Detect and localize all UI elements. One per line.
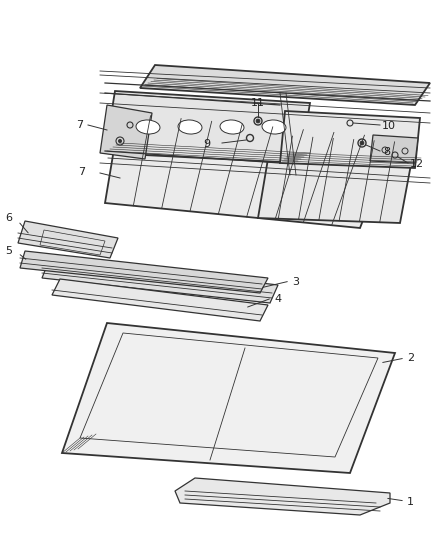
Ellipse shape xyxy=(381,142,399,152)
Ellipse shape xyxy=(262,120,286,134)
Text: 2: 2 xyxy=(407,353,414,363)
Polygon shape xyxy=(52,279,268,321)
Circle shape xyxy=(360,141,364,145)
Polygon shape xyxy=(18,221,118,258)
Ellipse shape xyxy=(134,124,156,136)
Polygon shape xyxy=(42,258,278,303)
Polygon shape xyxy=(62,323,395,473)
Polygon shape xyxy=(258,135,415,223)
Text: 7: 7 xyxy=(76,120,83,130)
Text: 7: 7 xyxy=(78,167,85,177)
Circle shape xyxy=(118,139,122,143)
Text: 3: 3 xyxy=(292,277,299,287)
Polygon shape xyxy=(105,113,395,228)
Polygon shape xyxy=(280,111,420,168)
Polygon shape xyxy=(20,251,268,293)
Text: 9: 9 xyxy=(203,139,210,149)
Ellipse shape xyxy=(224,130,246,142)
Ellipse shape xyxy=(220,120,244,134)
Ellipse shape xyxy=(179,127,201,139)
Polygon shape xyxy=(120,167,170,191)
Polygon shape xyxy=(175,478,390,515)
Polygon shape xyxy=(370,135,418,163)
Text: 10: 10 xyxy=(382,121,396,131)
Ellipse shape xyxy=(321,138,339,148)
Ellipse shape xyxy=(136,120,160,134)
Circle shape xyxy=(256,119,260,123)
Polygon shape xyxy=(140,65,430,105)
Ellipse shape xyxy=(351,140,369,150)
Ellipse shape xyxy=(178,120,202,134)
Polygon shape xyxy=(100,105,152,159)
Text: 11: 11 xyxy=(251,98,265,108)
Text: 5: 5 xyxy=(5,246,12,256)
Text: 1: 1 xyxy=(407,497,414,507)
Text: 6: 6 xyxy=(5,213,12,223)
Text: 8: 8 xyxy=(383,147,390,157)
Ellipse shape xyxy=(269,133,291,145)
Text: 12: 12 xyxy=(410,159,424,169)
Text: 4: 4 xyxy=(274,294,281,304)
Polygon shape xyxy=(105,91,310,163)
